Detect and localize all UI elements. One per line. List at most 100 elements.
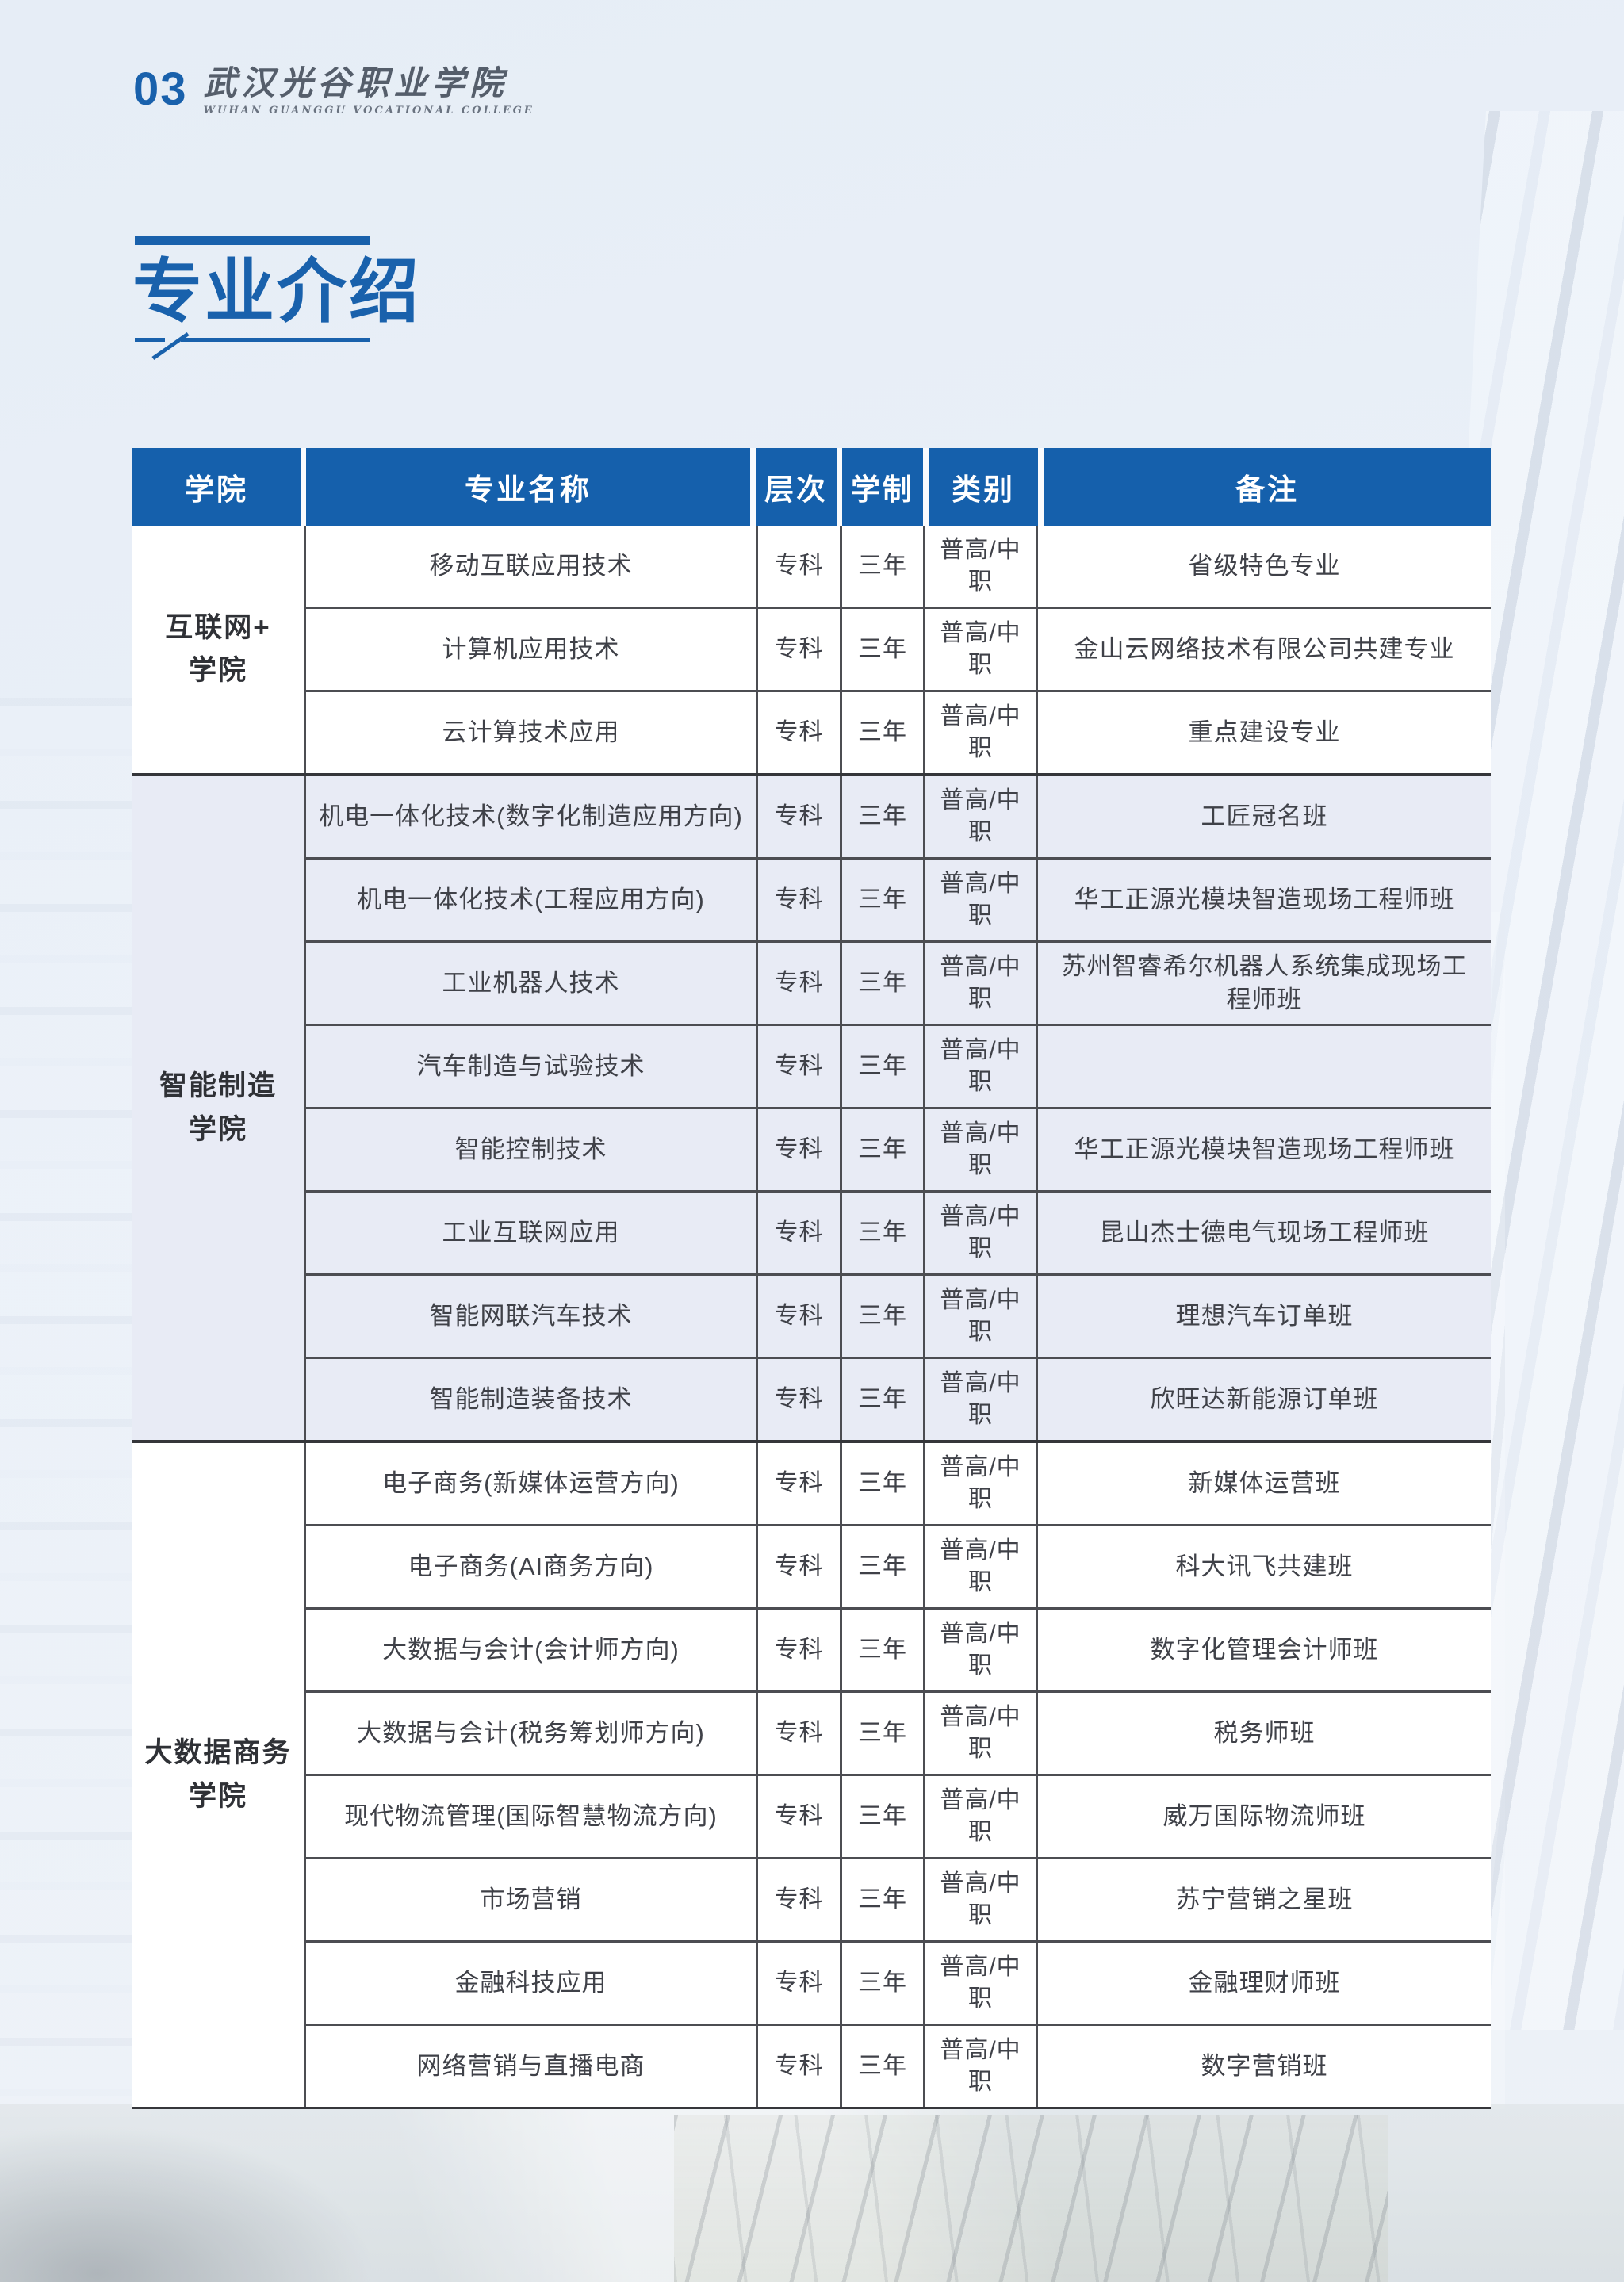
- cell-level: 专科: [756, 1109, 840, 1190]
- cell-category: 普高/中职: [923, 1610, 1036, 1690]
- cell-major: 移动互联应用技术: [429, 552, 633, 580]
- title-block: 专业介绍: [132, 236, 422, 369]
- cell-duration: 三年: [840, 1859, 923, 1940]
- background-building-photo-left: [0, 698, 151, 2117]
- column-header-note: 备注: [1044, 448, 1491, 526]
- school-logo: 武汉光谷职业学院 WUHAN GUANGGU VOCATIONAL COLLEG…: [204, 67, 534, 117]
- cell-category: 普高/中职: [923, 1276, 1036, 1357]
- table-row: 机电一体化技术(数字化制造应用方向) 专科 三年 普高/中职 工匠冠名班: [306, 776, 1491, 857]
- cell-duration: 三年: [840, 1776, 923, 1857]
- table-row: 市场营销 专科 三年 普高/中职 苏宁营销之星班: [306, 1857, 1491, 1940]
- cell-duration: 三年: [840, 1943, 923, 2024]
- table-row: 汽车制造与试验技术 专科 三年 普高/中职: [306, 1024, 1491, 1107]
- cell-duration: 三年: [840, 860, 923, 940]
- cell-level: 专科: [756, 1610, 840, 1690]
- cell-note: 华工正源光模块智造现场工程师班: [1036, 1109, 1491, 1190]
- college-label: 智能制造 学院: [132, 776, 306, 1440]
- table-row: 云计算技术应用 专科 三年 普高/中职 重点建设专业: [306, 690, 1491, 773]
- cell-major: 现代物流管理(国际智慧物流方向): [344, 1802, 718, 1831]
- cell-major: 市场营销: [480, 1886, 582, 1914]
- table-row: 大数据与会计(会计师方向) 专科 三年 普高/中职 数字化管理会计师班: [306, 1607, 1491, 1690]
- cell-note: 欣旺达新能源订单班: [1036, 1359, 1491, 1440]
- cell-category: 普高/中职: [923, 1443, 1036, 1524]
- cell-category: 普高/中职: [923, 2026, 1036, 2107]
- cell-duration: 三年: [840, 609, 923, 690]
- college-label: 大数据商务 学院: [132, 1443, 306, 2107]
- cell-duration: 三年: [840, 1443, 923, 1524]
- cell-category: 普高/中职: [923, 1693, 1036, 1774]
- section-rows: 电子商务(新媒体运营方向) 专科 三年 普高/中职 新媒体运营班 电子商务(AI…: [306, 1443, 1491, 2107]
- table-row: 电子商务(新媒体运营方向) 专科 三年 普高/中职 新媒体运营班: [306, 1443, 1491, 1524]
- cell-level: 专科: [756, 692, 840, 773]
- cell-major: 计算机应用技术: [442, 635, 620, 664]
- table-section: 互联网+ 学院 移动互联应用技术 专科 三年 普高/中职 省级特色专业 计算机应…: [132, 526, 1491, 773]
- cell-category: 普高/中职: [923, 1193, 1036, 1273]
- cell-major: 汽车制造与试验技术: [416, 1052, 645, 1081]
- table-section: 大数据商务 学院 电子商务(新媒体运营方向) 专科 三年 普高/中职 新媒体运营…: [132, 1440, 1491, 2107]
- cell-level: 专科: [756, 1193, 840, 1273]
- table-row: 工业互联网应用 专科 三年 普高/中职 昆山杰士德电气现场工程师班: [306, 1190, 1491, 1273]
- cell-duration: 三年: [840, 1526, 923, 1607]
- column-header-duration: 学制: [842, 448, 923, 526]
- table-row: 计算机应用技术 专科 三年 普高/中职 金山云网络技术有限公司共建专业: [306, 607, 1491, 690]
- cell-level: 专科: [756, 1693, 840, 1774]
- section-rows: 移动互联应用技术 专科 三年 普高/中职 省级特色专业 计算机应用技术 专科 三…: [306, 526, 1491, 773]
- table-row: 智能控制技术 专科 三年 普高/中职 华工正源光模块智造现场工程师班: [306, 1107, 1491, 1190]
- cell-major: 智能控制技术: [454, 1135, 607, 1164]
- cell-level: 专科: [756, 1859, 840, 1940]
- cell-major: 机电一体化技术(数字化制造应用方向): [319, 802, 743, 831]
- background-campus-photo: [0, 2104, 1624, 2282]
- cell-major: 网络营销与直播电商: [416, 2052, 645, 2081]
- cell-category: 普高/中职: [923, 860, 1036, 940]
- cell-level: 专科: [756, 860, 840, 940]
- cell-note: 金融理财师班: [1036, 1943, 1491, 2024]
- table-row: 工业机器人技术 专科 三年 普高/中职 苏州智睿希尔机器人系统集成现场工程师班: [306, 940, 1491, 1024]
- underline-segment-right: [181, 337, 370, 342]
- cell-category: 普高/中职: [923, 1109, 1036, 1190]
- cell-level: 专科: [756, 943, 840, 1024]
- cell-category: 普高/中职: [923, 943, 1036, 1024]
- title-underline-decoration: [135, 331, 370, 369]
- school-name-english: WUHAN GUANGGU VOCATIONAL COLLEGE: [203, 105, 534, 117]
- cell-major: 电子商务(新媒体运营方向): [382, 1469, 680, 1498]
- background-trees-photo: [674, 2115, 1388, 2282]
- cell-major: 智能制造装备技术: [429, 1385, 633, 1414]
- cell-duration: 三年: [840, 1359, 923, 1440]
- table-row: 现代物流管理(国际智慧物流方向) 专科 三年 普高/中职 威万国际物流师班: [306, 1774, 1491, 1857]
- cell-level: 专科: [756, 1443, 840, 1524]
- majors-table: 学院 专业名称 层次 学制 类别 备注 互联网+ 学院 移动互联应用技术 专科 …: [132, 448, 1491, 2109]
- page-number: 03: [133, 63, 188, 115]
- cell-note: 科大讯飞共建班: [1036, 1526, 1491, 1607]
- cell-category: 普高/中职: [923, 776, 1036, 857]
- cell-category: 普高/中职: [923, 692, 1036, 773]
- cell-note: 重点建设专业: [1036, 692, 1491, 773]
- cell-duration: 三年: [840, 943, 923, 1024]
- cell-note: 华工正源光模块智造现场工程师班: [1036, 860, 1491, 940]
- cell-level: 专科: [756, 1943, 840, 2024]
- cell-major: 云计算技术应用: [442, 718, 620, 747]
- table-row: 智能网联汽车技术 专科 三年 普高/中职 理想汽车订单班: [306, 1273, 1491, 1357]
- underline-segment-left: [135, 337, 165, 342]
- cell-duration: 三年: [840, 1109, 923, 1190]
- cell-note: [1036, 1026, 1491, 1107]
- cell-note: 数字营销班: [1036, 2026, 1491, 2107]
- cell-major: 大数据与会计(税务筹划师方向): [357, 1719, 705, 1748]
- cell-category: 普高/中职: [923, 1943, 1036, 2024]
- table-row: 电子商务(AI商务方向) 专科 三年 普高/中职 科大讯飞共建班: [306, 1524, 1491, 1607]
- page-header: 03 武汉光谷职业学院 WUHAN GUANGGU VOCATIONAL COL…: [133, 67, 534, 117]
- cell-note: 苏州智睿希尔机器人系统集成现场工程师班: [1036, 943, 1491, 1024]
- cell-note: 工匠冠名班: [1036, 776, 1491, 857]
- cell-category: 普高/中职: [923, 526, 1036, 607]
- cell-note: 金山云网络技术有限公司共建专业: [1036, 609, 1491, 690]
- cell-level: 专科: [756, 609, 840, 690]
- underline-slash: [151, 331, 190, 360]
- column-header-major: 专业名称: [306, 448, 750, 526]
- cell-category: 普高/中职: [923, 1526, 1036, 1607]
- cell-note: 税务师班: [1036, 1693, 1491, 1774]
- page-title: 专业介绍: [132, 252, 422, 331]
- cell-duration: 三年: [840, 526, 923, 607]
- cell-major: 工业机器人技术: [442, 969, 620, 997]
- college-label: 互联网+ 学院: [132, 526, 306, 773]
- cell-major: 金融科技应用: [454, 1969, 607, 1997]
- cell-level: 专科: [756, 1776, 840, 1857]
